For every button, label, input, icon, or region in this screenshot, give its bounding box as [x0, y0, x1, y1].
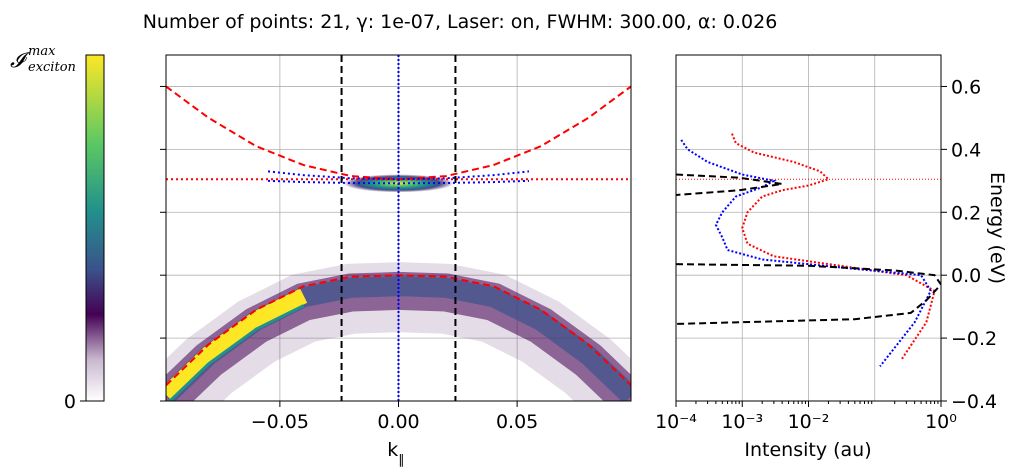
- dispersion-lines: [166, 55, 631, 401]
- colorbar-bar: [85, 54, 105, 402]
- x-tick-label: 10⁻²: [788, 411, 830, 433]
- dispersion-heatmap: [166, 174, 631, 401]
- exciton-dispersion-dotted: [267, 179, 530, 185]
- spectrum-ticks: 10⁻⁴ 10⁻³ 10⁻² 10⁰−0.4 −0.2 0.0 0.2 0.4 0.6: [655, 76, 997, 433]
- lower-band-edge: [167, 304, 305, 401]
- spectrum-curve-blue: [680, 139, 932, 368]
- figure-title: Number of points: 21, γ: 1e-07, Laser: o…: [143, 11, 778, 33]
- colorbar-label-sup: max: [28, 44, 56, 59]
- spectrum-curve-red: [731, 133, 936, 361]
- y-tick-label: −0.4: [951, 391, 997, 413]
- spectrum-curve-black: [676, 173, 783, 196]
- x-tick-label: 10⁻³: [721, 411, 763, 433]
- x-tick-label: 10⁰: [925, 411, 957, 433]
- spectrum-xlabel: Intensity (au): [744, 439, 871, 461]
- y-tick-label: 0.4: [951, 139, 981, 161]
- dispersion-xlabel: k∥: [387, 439, 405, 468]
- colorbar: 𝓘 max exciton 0: [10, 44, 105, 413]
- colorbar-label-sub: exciton: [28, 60, 76, 75]
- y-tick-label: 0.2: [951, 202, 981, 224]
- exciton-dispersion-dotted: [267, 170, 530, 181]
- spectrum-panel: 10⁻⁴ 10⁻³ 10⁻² 10⁰−0.4 −0.2 0.0 0.2 0.4 0.6 Inte…: [655, 54, 1008, 461]
- y-tick-label: 0.0: [951, 265, 981, 287]
- y-tick-label: 0.6: [951, 76, 981, 98]
- dispersion-xlabel-subscript: ∥: [398, 453, 405, 468]
- y-tick-label: −0.2: [951, 328, 997, 350]
- colorbar-tick-label: 0: [64, 391, 76, 413]
- dispersion-panel: −0.05 0.00 0.05 k∥: [160, 54, 632, 468]
- x-tick-label: 0.05: [496, 411, 538, 433]
- spectrum-lines: [676, 133, 941, 368]
- x-tick-label: 10⁻⁴: [655, 411, 697, 433]
- colorbar-ticks: 0: [64, 391, 86, 413]
- spectrum-ylabel: Energy (eV): [986, 172, 1008, 284]
- lower-band-bright: [166, 288, 308, 401]
- x-tick-label: 0.00: [377, 411, 419, 433]
- dispersion-ticks: −0.05 0.00 0.05: [160, 85, 538, 433]
- x-tick-label: −0.05: [251, 411, 309, 433]
